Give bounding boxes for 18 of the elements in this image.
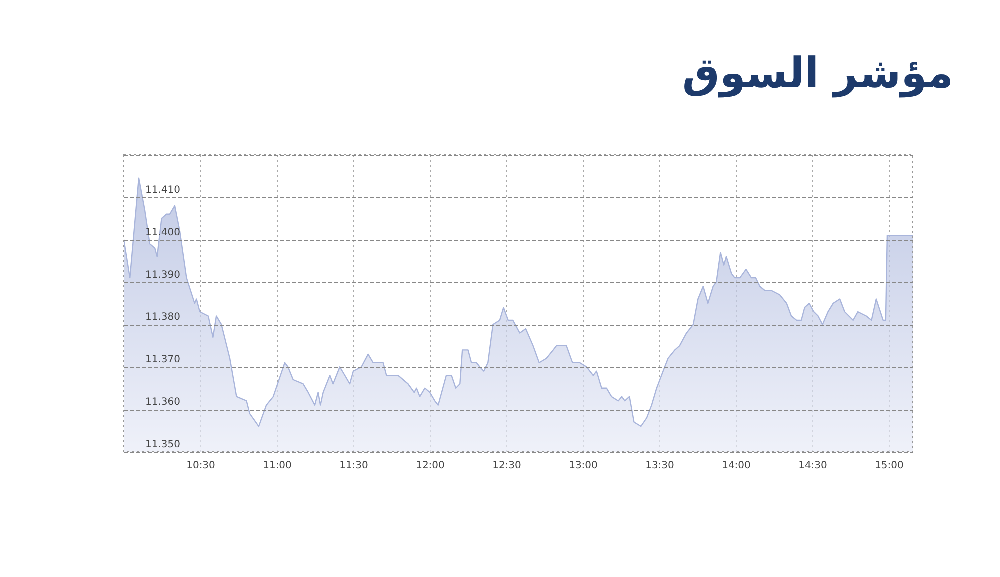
y-tick-label: 11.380 — [146, 312, 180, 324]
x-tick-label: 11:30 — [340, 460, 368, 472]
y-tick-label: 11.360 — [146, 397, 180, 408]
chart-title: مؤشر السوق — [682, 48, 954, 98]
x-tick-label: 14:00 — [722, 460, 751, 472]
x-tick-label: 12:30 — [492, 460, 522, 472]
x-tick-label: 14:30 — [798, 460, 828, 472]
y-tick-label: 11.370 — [146, 354, 180, 366]
x-tick-label: 12:00 — [416, 460, 445, 472]
x-tick-label: 13:00 — [569, 460, 598, 472]
x-tick-label: 11:00 — [263, 460, 292, 472]
y-tick-label: 11.410 — [146, 184, 180, 196]
y-tick-label: 11.400 — [146, 227, 180, 238]
x-tick-label: 13:30 — [646, 460, 674, 472]
x-tick-label: 10:30 — [186, 460, 216, 472]
y-tick-label: 11.350 — [146, 440, 180, 450]
x-tick-label: 15:00 — [875, 460, 904, 472]
y-tick-label: 11.390 — [146, 270, 180, 281]
